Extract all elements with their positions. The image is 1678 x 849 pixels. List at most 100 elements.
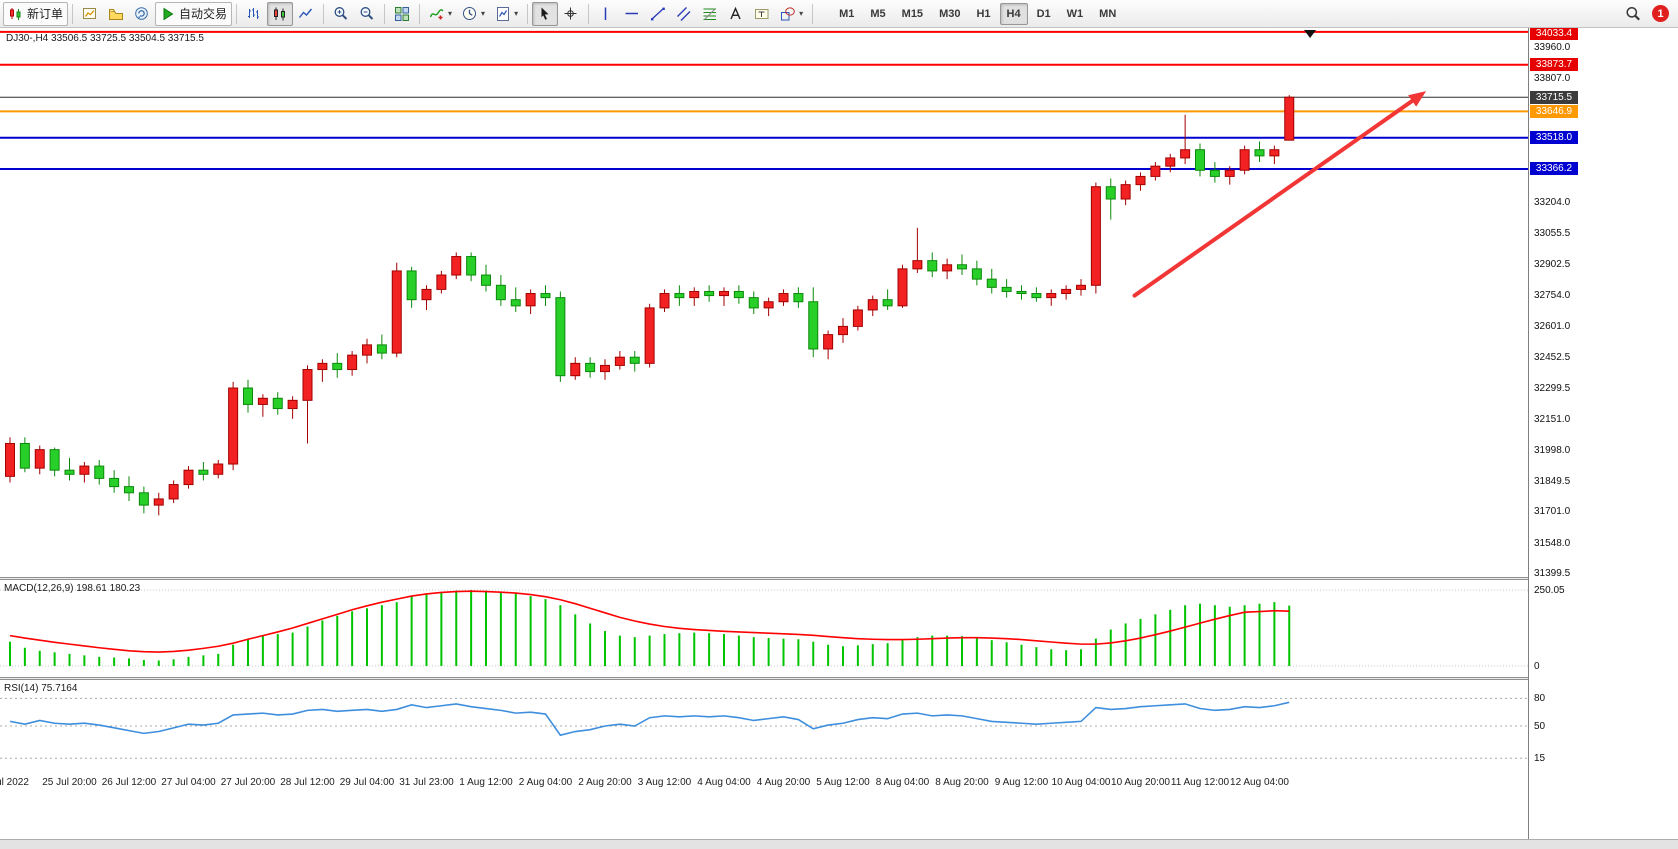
line-chart-button[interactable] bbox=[293, 2, 319, 26]
zoom-in-button[interactable] bbox=[328, 2, 354, 26]
object-anchor-marker[interactable] bbox=[1304, 30, 1317, 38]
tile-windows-icon bbox=[394, 6, 410, 22]
price-axis[interactable]: 33960.0 33807.0 33204.0 33055.5 32902.5 32754… bbox=[1528, 28, 1678, 849]
indicators-icon bbox=[429, 6, 445, 22]
line-chart-icon bbox=[298, 6, 314, 22]
candle-body bbox=[1150, 165, 1161, 177]
status-strip bbox=[0, 839, 1678, 849]
price-tick-label: 32601.0 bbox=[1534, 321, 1571, 333]
new-chart-button[interactable] bbox=[77, 2, 103, 26]
macd-axis-label: 250.05 bbox=[1534, 585, 1565, 596]
candle-body bbox=[540, 293, 551, 299]
price-chart-canvas[interactable] bbox=[0, 28, 1528, 578]
chevron-down-icon: ▾ bbox=[481, 9, 486, 18]
timeframe-mn-button[interactable]: MN bbox=[1099, 7, 1117, 20]
label-button[interactable] bbox=[749, 2, 775, 26]
periods-button[interactable]: ▾ bbox=[457, 2, 490, 26]
candle-body bbox=[406, 270, 417, 301]
macd-signal-line bbox=[9, 590, 1290, 653]
shapes-button[interactable]: ▾ bbox=[775, 2, 808, 26]
zoom-out-button[interactable] bbox=[354, 2, 380, 26]
candle-body bbox=[1120, 184, 1131, 200]
tile-windows-button[interactable] bbox=[389, 2, 415, 26]
rsi-axis-label: 80 bbox=[1534, 693, 1546, 705]
autotrading-button[interactable]: 自动交易 bbox=[155, 1, 233, 26]
cursor-button[interactable] bbox=[532, 1, 559, 26]
fibonacci-button[interactable] bbox=[697, 2, 723, 26]
candle-body bbox=[124, 486, 134, 494]
text-button[interactable] bbox=[723, 2, 749, 26]
panel-separator[interactable] bbox=[0, 677, 1678, 680]
cursor-icon bbox=[537, 6, 553, 22]
timeframe-h4-button[interactable]: H4 bbox=[999, 2, 1028, 25]
profiles-icon bbox=[108, 6, 124, 22]
new-order-button[interactable]: 新订单 bbox=[3, 1, 69, 26]
channel-button[interactable] bbox=[671, 2, 697, 26]
time-axis[interactable]: Jul 2022 25 Jul 20:00 26 Jul 12:00 27 Jul 0… bbox=[0, 772, 1528, 794]
timeframe-m1-button[interactable]: M1 bbox=[839, 7, 855, 20]
crosshair-icon bbox=[563, 6, 579, 22]
candle-body bbox=[1224, 169, 1235, 177]
channel-icon bbox=[676, 6, 692, 22]
toolbar-separator bbox=[812, 3, 814, 24]
time-label: 31 Jul 23:00 bbox=[399, 777, 454, 788]
candle-body bbox=[287, 399, 298, 410]
trend-arrow-head[interactable] bbox=[1408, 91, 1427, 107]
timeframe-m15-button[interactable]: M15 bbox=[901, 7, 924, 20]
text-icon bbox=[728, 6, 744, 22]
refresh-button[interactable] bbox=[129, 2, 155, 26]
candle-body bbox=[1046, 293, 1057, 299]
candle-body bbox=[838, 325, 848, 336]
candle-body bbox=[376, 344, 387, 354]
timeframe-w1-button[interactable]: W1 bbox=[1066, 7, 1084, 20]
time-label: 28 Jul 12:00 bbox=[280, 777, 335, 788]
notification-badge[interactable]: 1 bbox=[1652, 5, 1669, 22]
horizontal-line-button[interactable] bbox=[619, 2, 645, 26]
bar-chart-button[interactable] bbox=[241, 2, 267, 26]
shapes-icon bbox=[780, 6, 796, 22]
price-level-badge: 34033.4 bbox=[1530, 28, 1578, 40]
crosshair-button[interactable] bbox=[558, 2, 584, 26]
candle-body bbox=[198, 469, 209, 475]
time-label: 4 Aug 04:00 bbox=[697, 777, 751, 788]
candle-body bbox=[629, 356, 640, 364]
timeframe-m5-button[interactable]: M5 bbox=[870, 7, 886, 20]
candle-body bbox=[1209, 169, 1220, 177]
templates-button[interactable]: ▾ bbox=[490, 2, 523, 26]
timeframe-d1-button[interactable]: D1 bbox=[1036, 7, 1051, 20]
candle-body bbox=[228, 387, 239, 465]
time-label: 5 Aug 12:00 bbox=[816, 777, 870, 788]
candlestick-chart-button[interactable] bbox=[267, 1, 294, 26]
price-level-badge: 33873.7 bbox=[1530, 58, 1578, 72]
price-level-badge: 33366.2 bbox=[1530, 162, 1578, 176]
rsi-line bbox=[9, 701, 1290, 737]
vertical-line-button[interactable] bbox=[593, 2, 619, 26]
candle-body bbox=[897, 268, 908, 307]
label-icon bbox=[754, 6, 770, 22]
candle-body bbox=[763, 301, 774, 309]
time-label: Jul 2022 bbox=[0, 777, 29, 788]
chevron-down-icon: ▾ bbox=[448, 9, 453, 18]
indicators-button[interactable]: ▾ bbox=[424, 2, 457, 26]
search-button[interactable] bbox=[1620, 2, 1646, 26]
candle-body bbox=[1135, 175, 1146, 186]
candle-body bbox=[867, 299, 878, 311]
timeframe-m30-button[interactable]: M30 bbox=[939, 7, 961, 20]
candle-body bbox=[1016, 290, 1027, 295]
candle-body bbox=[1031, 293, 1042, 299]
timeframe-h1-button[interactable]: H1 bbox=[976, 7, 991, 20]
symbol-ohlc-label: DJ30-,H4 33506.5 33725.5 33504.5 33715.5 bbox=[6, 33, 204, 44]
candle-body bbox=[614, 356, 625, 366]
trend-arrow-annotation[interactable] bbox=[1132, 98, 1415, 298]
panel-separator[interactable] bbox=[0, 577, 1678, 580]
time-label: 10 Aug 20:00 bbox=[1111, 777, 1170, 788]
price-tick-label: 32452.5 bbox=[1534, 351, 1571, 363]
candle-body bbox=[1195, 149, 1205, 171]
profiles-button[interactable] bbox=[103, 2, 129, 26]
trendline-button[interactable] bbox=[645, 2, 671, 26]
candle-body bbox=[793, 293, 804, 303]
bar-chart-icon bbox=[246, 6, 262, 22]
time-label: 10 Aug 04:00 bbox=[1051, 777, 1111, 788]
toolbar-separator bbox=[588, 3, 590, 24]
